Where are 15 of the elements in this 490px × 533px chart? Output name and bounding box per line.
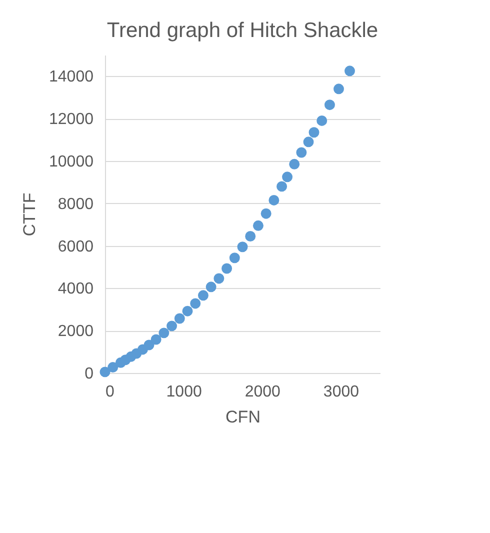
y-tick-label: 12000 [49, 111, 94, 128]
y-tick-label: 10000 [49, 154, 94, 170]
y-tick-label: 6000 [58, 238, 94, 256]
x-tick-label: 2000 [244, 384, 281, 400]
x-tick-label: 1000 [166, 384, 202, 400]
y-tick-label: 4000 [58, 280, 94, 298]
x-tick-label: 3000 [323, 384, 360, 400]
x-tick-label: 0 [106, 384, 114, 400]
chart-title: Trend graph of Hitch Shackle [106, 19, 378, 42]
y-tick-label: 8000 [58, 196, 94, 213]
x-axis-title: CFN [226, 408, 260, 426]
y-tick-label: 14000 [49, 68, 94, 86]
y-tick-label: 0 [84, 366, 94, 382]
y-tick-label: 2000 [58, 323, 94, 340]
y-axis-title: CTTF [20, 192, 40, 236]
